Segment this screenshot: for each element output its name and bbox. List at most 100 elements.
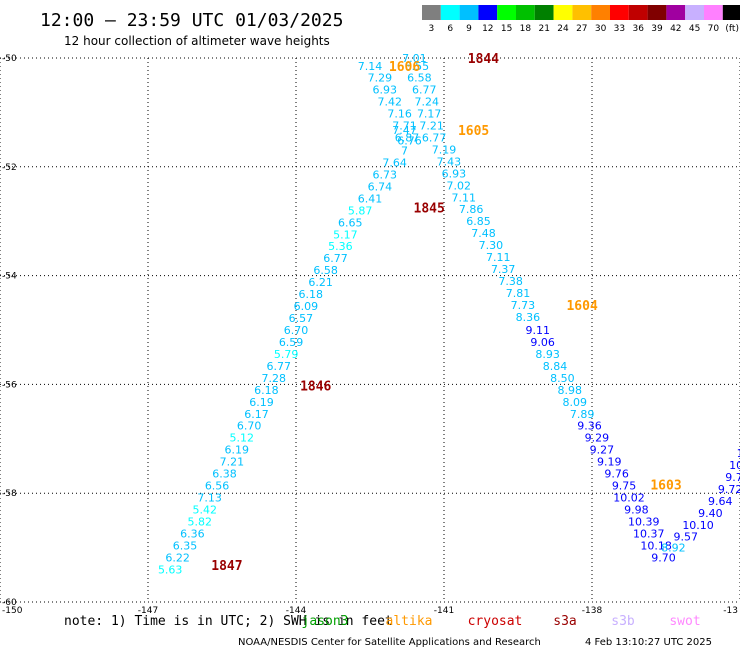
- swh-value: 7.43: [437, 155, 462, 168]
- mission-label: s3b: [611, 614, 635, 629]
- scale-label: 21: [538, 24, 549, 34]
- swh-value: 9.76: [604, 468, 629, 481]
- swh-value: 9.27: [590, 444, 615, 457]
- scale-label: 3: [429, 24, 435, 34]
- y-tick-label: -50: [2, 54, 17, 64]
- swh-value: 10.10: [682, 519, 714, 532]
- scale-label: 12: [482, 24, 493, 34]
- scale-label: 70: [708, 24, 720, 34]
- swh-value: 9.98: [624, 504, 649, 517]
- swh-value: 6.41: [358, 192, 383, 205]
- swh-value: 8.92: [661, 542, 686, 555]
- swh-value: 9.57: [673, 531, 698, 544]
- scale-swatch: [553, 5, 573, 20]
- swh-value: 9.06: [530, 336, 555, 349]
- swh-value: 7.17: [417, 107, 442, 120]
- swh-value: 7.19: [432, 143, 457, 156]
- swh-value: 6.36: [180, 527, 205, 540]
- swh-value: 7.01: [402, 52, 427, 65]
- swh-value: 5.79: [274, 348, 299, 361]
- swh-value: 9.19: [597, 456, 622, 469]
- footer-note: note: 1) Time is in UTC; 2) SWH is in fe…: [64, 614, 393, 629]
- swh-value: 6.73: [373, 168, 398, 181]
- swh-value: 6.93: [373, 84, 398, 97]
- pass-time-label: 1847: [211, 559, 242, 574]
- swh-value: 6.18: [299, 288, 324, 301]
- mission-label: cryosat: [468, 614, 523, 629]
- swh-value: 6.55: [405, 60, 430, 73]
- swh-value: 7.30: [479, 239, 504, 252]
- scale-swatch: [722, 5, 740, 20]
- pass-time-label: 1606: [389, 60, 420, 75]
- swh-value: 6.19: [225, 444, 250, 457]
- swh-value: 7.24: [414, 96, 439, 109]
- swh-value: 9.75: [612, 480, 637, 493]
- swh-value: 7.48: [471, 227, 496, 240]
- swh-value: 7.42: [377, 96, 402, 109]
- color-scale: 3 6 9 12 15 18 21 24 27 30 33 36 39 42 45 70 (ft): [422, 5, 740, 34]
- pass-time-label: 1844: [468, 52, 499, 67]
- scale-swatch: [647, 5, 667, 20]
- swh-value: 6.87: [395, 131, 420, 144]
- swh-value: 7.29: [368, 72, 393, 85]
- scale-swatch: [534, 5, 554, 20]
- swh-value: 5.82: [188, 515, 213, 528]
- swh-value: 6.19: [249, 396, 274, 409]
- scale-swatch: [422, 5, 441, 20]
- y-tick-label: -56: [2, 380, 17, 390]
- swh-value: 5.87: [348, 204, 373, 217]
- chart-subtitle: 12 hour collection of altimeter wave hei…: [64, 34, 330, 48]
- mission-label: altika: [386, 614, 433, 629]
- x-tick-label: -147: [138, 606, 158, 616]
- swh-value: 9.64: [708, 495, 733, 508]
- swh-value: 6.35: [173, 539, 198, 552]
- chart-title: 12:00 – 23:59 UTC 01/03/2025: [40, 10, 343, 31]
- swh-value: 6.77: [266, 360, 291, 373]
- scale-swatch: [704, 5, 723, 20]
- x-tick-label: -150: [2, 606, 23, 616]
- scale-label: 15: [501, 24, 512, 34]
- swh-value: 7.86: [459, 203, 484, 216]
- scale-label: 33: [614, 24, 625, 34]
- swh-value: 7.38: [498, 275, 523, 288]
- mission-legend: jason3 altika cryosat s3a s3b swot: [302, 614, 701, 629]
- y-tick-label: -52: [2, 163, 17, 173]
- swh-value: 8.84: [543, 360, 568, 373]
- swh-value: 11.42: [737, 447, 740, 460]
- swh-value: 6.85: [466, 215, 491, 228]
- swh-value: 9.40: [698, 507, 723, 520]
- x-tick-label: -138: [582, 606, 603, 616]
- swh-value: 5.42: [192, 504, 217, 517]
- scale-label: (ft): [725, 24, 739, 34]
- scale-label: 6: [447, 24, 453, 34]
- swh-value: 7.73: [511, 299, 536, 312]
- swh-value: 6.76: [397, 135, 422, 148]
- y-tick-label: -58: [2, 489, 17, 499]
- scale-swatch: [440, 5, 460, 20]
- scale-label: 9: [466, 24, 472, 34]
- swh-value: 10.18: [640, 539, 672, 552]
- scale-swatch: [628, 5, 648, 20]
- swh-value: 6.77: [412, 84, 437, 97]
- grid-lines: [0, 57, 740, 603]
- swh-value: 6.59: [279, 336, 304, 349]
- swh-value: 8.09: [562, 396, 587, 409]
- mission-label: s3a: [553, 614, 576, 629]
- swh-value: 6.21: [308, 276, 333, 289]
- swh-value: 6.56: [205, 480, 230, 493]
- swh-value: 7.47: [392, 124, 417, 137]
- swh-value: 7.11: [451, 191, 476, 204]
- pass-time-labels: 160618441605184516041846160318471808: [211, 52, 681, 574]
- swh-value: 5.36: [328, 240, 353, 253]
- scale-swatch: [572, 5, 592, 20]
- swh-value: 7.02: [447, 179, 472, 192]
- swh-value: 5.12: [229, 432, 254, 445]
- x-tick-label: -144: [286, 606, 307, 616]
- swh-value: 10.39: [628, 515, 660, 528]
- swh-value: 10.02: [613, 492, 645, 505]
- mission-label: jason3: [302, 614, 349, 629]
- scale-label: 18: [520, 24, 532, 34]
- swh-value: 10.08: [729, 459, 740, 472]
- swh-value: 8.50: [550, 372, 575, 385]
- swh-value: 7.81: [506, 287, 531, 300]
